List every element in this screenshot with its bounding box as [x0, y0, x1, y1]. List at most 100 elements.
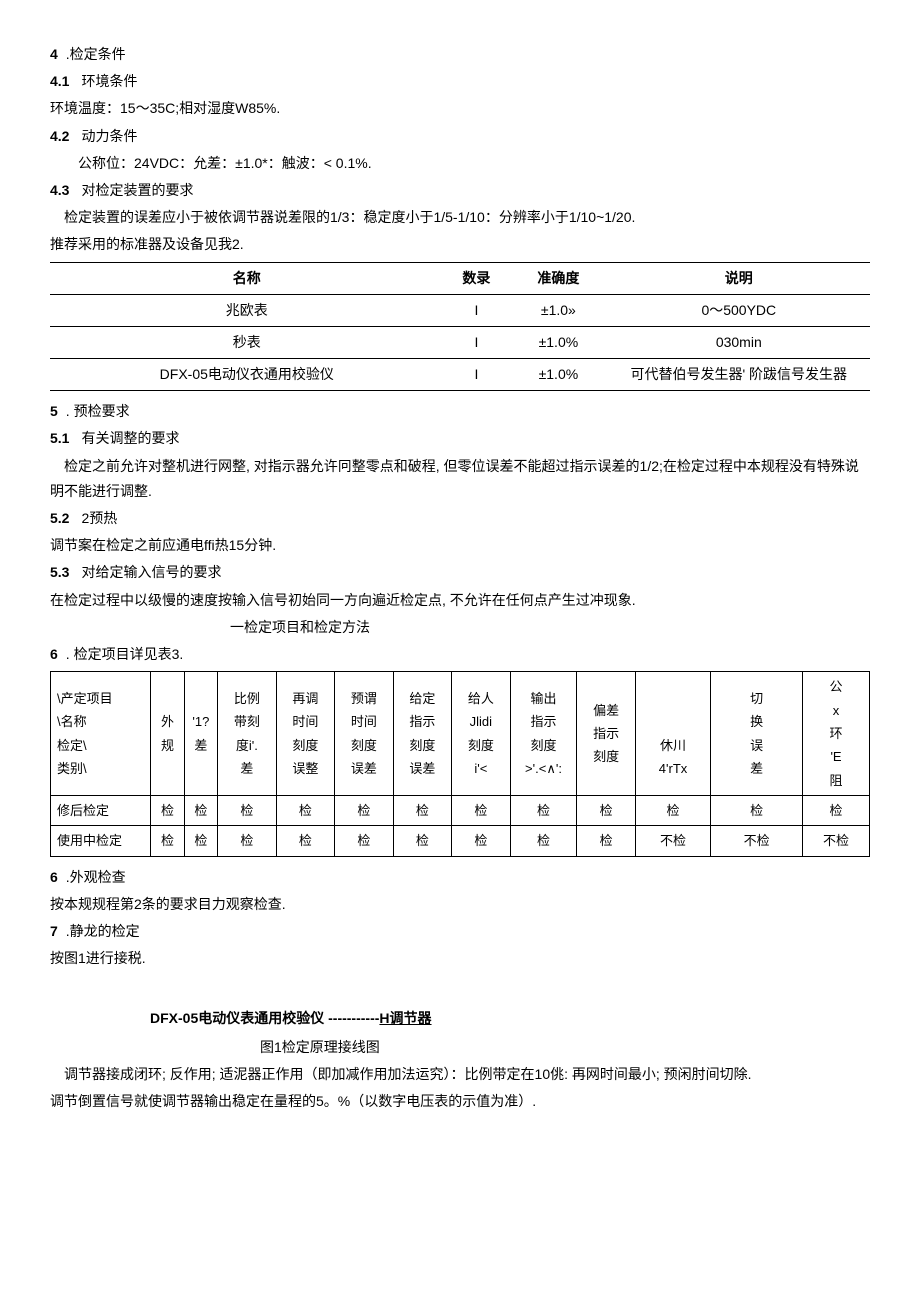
- sec-5-2-title: 2预热: [81, 510, 117, 526]
- table-row: \产定项目 \名称 检定\ 类别\ 外 规 '1? 差 比例 带刻 度i'. 差…: [51, 672, 870, 796]
- sec-7-num: 7: [50, 923, 58, 939]
- td: ±1.0»: [509, 294, 607, 326]
- td: 检: [184, 796, 217, 826]
- sec-6t-title: . 检定项目详见表3.: [66, 646, 183, 662]
- sec-6-body: 按本规规程第2条的要求目力观察检查.: [50, 892, 870, 917]
- sec-5-1: 5.1 有关调整的要求: [50, 426, 870, 451]
- diagram-line: DFX-05电动仪表通用校验仪 -----------H调节器: [50, 1006, 870, 1031]
- sec-6: 6.外观检查: [50, 865, 870, 890]
- td: 可代替伯号发生器' 阶跋信号发生器: [608, 359, 870, 391]
- sec-4-1-body: 环境温度：15〜35C;相对湿度W85%.: [50, 96, 870, 121]
- td: 检: [577, 826, 636, 856]
- th: 给人 Jlidi 刻度 i'<: [452, 672, 511, 796]
- sec-4-3-title: 对检定装置的要求: [81, 182, 193, 198]
- table-row: DFX-05电动仪衣通用校验仪 I ±1.0% 可代替伯号发生器' 阶跋信号发生…: [50, 359, 870, 391]
- centered-heading: 一检定项目和检定方法: [50, 615, 870, 640]
- sec-4-1: 4.1 环境条件: [50, 69, 870, 94]
- th: 休川 4'rTx: [635, 672, 710, 796]
- sec-4-3-body2: 推荐采用的标准器及设备见我2.: [50, 232, 870, 257]
- sec-4-1-title: 环境条件: [81, 73, 137, 89]
- th: 输出 指示 刻度 >'.<∧':: [510, 672, 577, 796]
- sec-4-2-num: 4.2: [50, 128, 69, 144]
- td: 检: [276, 826, 335, 856]
- sec-5-2-num: 5.2: [50, 510, 69, 526]
- th-name: 名称: [50, 262, 444, 294]
- th: 预谓 时间 刻度 误差: [335, 672, 394, 796]
- td: 修后检定: [51, 796, 151, 826]
- td: ±1.0%: [509, 359, 607, 391]
- sec-5-num: 5: [50, 403, 58, 419]
- td: 秒表: [50, 326, 444, 358]
- td: 检: [510, 796, 577, 826]
- sec-4: 4 .检定条件: [50, 42, 870, 67]
- sec-4-num: 4: [50, 46, 58, 62]
- th: 再调 时间 刻度 误整: [276, 672, 335, 796]
- diagram-caption: 图1检定原理接线图: [50, 1035, 870, 1060]
- th: 偏差 指示 刻度: [577, 672, 636, 796]
- td: ±1.0%: [509, 326, 607, 358]
- table-row: 名称 数录 准确度 说明: [50, 262, 870, 294]
- sec-4-title: .检定条件: [66, 46, 126, 62]
- diagram-left: DFX-05电动仪表通用校验仪 -----------: [150, 1010, 379, 1026]
- sec-4-2: 4.2 动力条件: [50, 124, 870, 149]
- td: 检: [510, 826, 577, 856]
- sec-4-3-num: 4.3: [50, 182, 69, 198]
- sec-5-2-body: 调节案在检定之前应通电ffi热15分钟.: [50, 533, 870, 558]
- sec-7: 7 .静龙的检定: [50, 919, 870, 944]
- sec-4-3: 4.3 对检定装置的要求: [50, 178, 870, 203]
- td: 检: [218, 826, 277, 856]
- td: 兆欧表: [50, 294, 444, 326]
- tail-1: 调节器接成闭环; 反作用; 适泥器正作用（即加减作用加法运究）：比例带定在10佻…: [50, 1062, 870, 1087]
- td: I: [444, 359, 510, 391]
- td: 检: [218, 796, 277, 826]
- td: 使用中检定: [51, 826, 151, 856]
- td: 检: [151, 826, 184, 856]
- table-row: 兆欧表 I ±1.0» 0〜500YDC: [50, 294, 870, 326]
- table-items: \产定项目 \名称 检定\ 类别\ 外 规 '1? 差 比例 带刻 度i'. 差…: [50, 671, 870, 857]
- th: '1? 差: [184, 672, 217, 796]
- sec-5-3-title: 对给定输入信号的要求: [81, 564, 221, 580]
- sec-5-3-num: 5.3: [50, 564, 69, 580]
- sec-5-1-title: 有关调整的要求: [81, 430, 179, 446]
- sec-4-2-body: 公称位：24VDC：允差：±1.0*：触波：< 0.1%.: [50, 151, 870, 176]
- sec-6-num: 6: [50, 869, 58, 885]
- td: 检: [393, 826, 452, 856]
- table-row: 修后检定 检 检 检 检 检 检 检 检 检 检 检 检: [51, 796, 870, 826]
- th: \产定项目 \名称 检定\ 类别\: [51, 672, 151, 796]
- th: 给定 指示 刻度 误差: [393, 672, 452, 796]
- th: 比例 带刻 度i'. 差: [218, 672, 277, 796]
- table-row: 使用中检定 检 检 检 检 检 检 检 检 检 不检 不检 不检: [51, 826, 870, 856]
- th: 外 规: [151, 672, 184, 796]
- sec-5: 5 . 预检要求: [50, 399, 870, 424]
- sec-4-1-num: 4.1: [50, 73, 69, 89]
- sec-5-title: . 预检要求: [66, 403, 130, 419]
- td: 检: [393, 796, 452, 826]
- sec-5-3-body: 在检定过程中以级慢的速度按输入信号初始同一方向遍近检定点, 不允许在任何点产生过…: [50, 588, 870, 613]
- td: 检: [803, 796, 870, 826]
- sec-5-1-num: 5.1: [50, 430, 69, 446]
- th-accuracy: 准确度: [509, 262, 607, 294]
- sec-7-title: .静龙的检定: [66, 923, 140, 939]
- td: 检: [577, 796, 636, 826]
- td: 0〜500YDC: [608, 294, 870, 326]
- td: 不检: [635, 826, 710, 856]
- table-standards: 名称 数录 准确度 说明 兆欧表 I ±1.0» 0〜500YDC 秒表 I ±…: [50, 262, 870, 392]
- td: 030min: [608, 326, 870, 358]
- th: 公 x 环 'E 阻: [803, 672, 870, 796]
- sec-6t-num: 6: [50, 646, 58, 662]
- sec-5-2: 5.2 2预热: [50, 506, 870, 531]
- td: 检: [452, 796, 511, 826]
- td: I: [444, 294, 510, 326]
- td: 检: [184, 826, 217, 856]
- sec-4-2-title: 动力条件: [81, 128, 137, 144]
- td: 检: [711, 796, 803, 826]
- td: 检: [276, 796, 335, 826]
- sec-7-body: 按图1进行接税.: [50, 946, 870, 971]
- th: 切 换 误 差: [711, 672, 803, 796]
- td: 不检: [803, 826, 870, 856]
- sec-4-3-body1: 检定装置的误差应小于被依调节器说差限的1/3：稳定度小于1/5-1/10：分辨率…: [50, 205, 870, 230]
- sec-6t: 6 . 检定项目详见表3.: [50, 642, 870, 667]
- th-desc: 说明: [608, 262, 870, 294]
- th-qty: 数录: [444, 262, 510, 294]
- table-row: 秒表 I ±1.0% 030min: [50, 326, 870, 358]
